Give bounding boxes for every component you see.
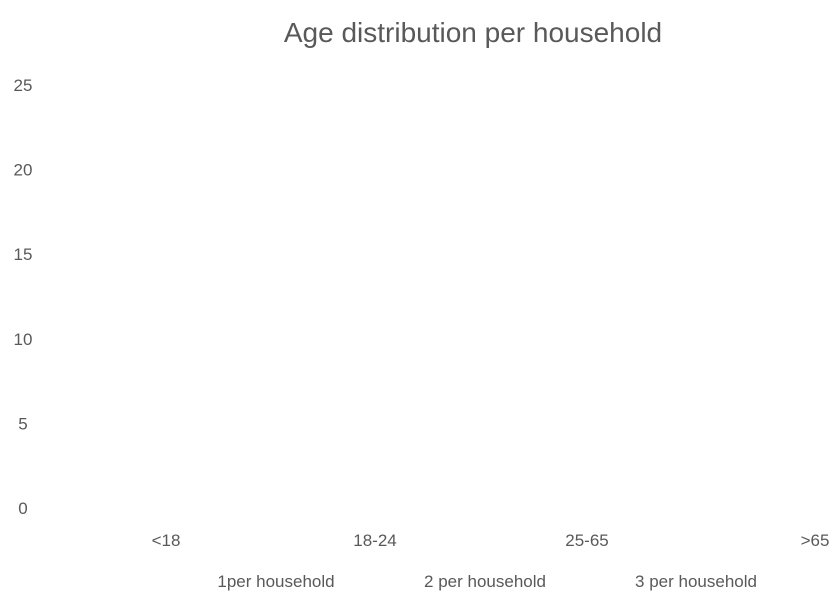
y-tick-label: 25 (14, 76, 33, 95)
x-tick-label: >65 (801, 531, 830, 550)
y-axis-ticks: 0 5 10 15 20 25 (14, 76, 33, 518)
y-tick-label: 10 (14, 330, 33, 349)
y-tick-label: 15 (14, 245, 33, 264)
legend-entry: 1per household (217, 572, 334, 591)
x-tick-label: 25-65 (565, 531, 608, 550)
legend-entry: 3 per household (635, 572, 757, 591)
x-tick-label: <18 (152, 531, 181, 550)
x-tick-label: 18-24 (353, 531, 396, 550)
chart-title: Age distribution per household (284, 17, 662, 48)
legend: 1per household 2 per household 3 per house… (217, 572, 757, 591)
y-tick-label: 20 (14, 161, 33, 180)
y-tick-label: 5 (18, 414, 27, 433)
y-tick-label: 0 (18, 499, 27, 518)
legend-entry: 2 per household (424, 572, 546, 591)
x-axis-ticks: <18 18-24 25-65 >65 (152, 531, 830, 550)
